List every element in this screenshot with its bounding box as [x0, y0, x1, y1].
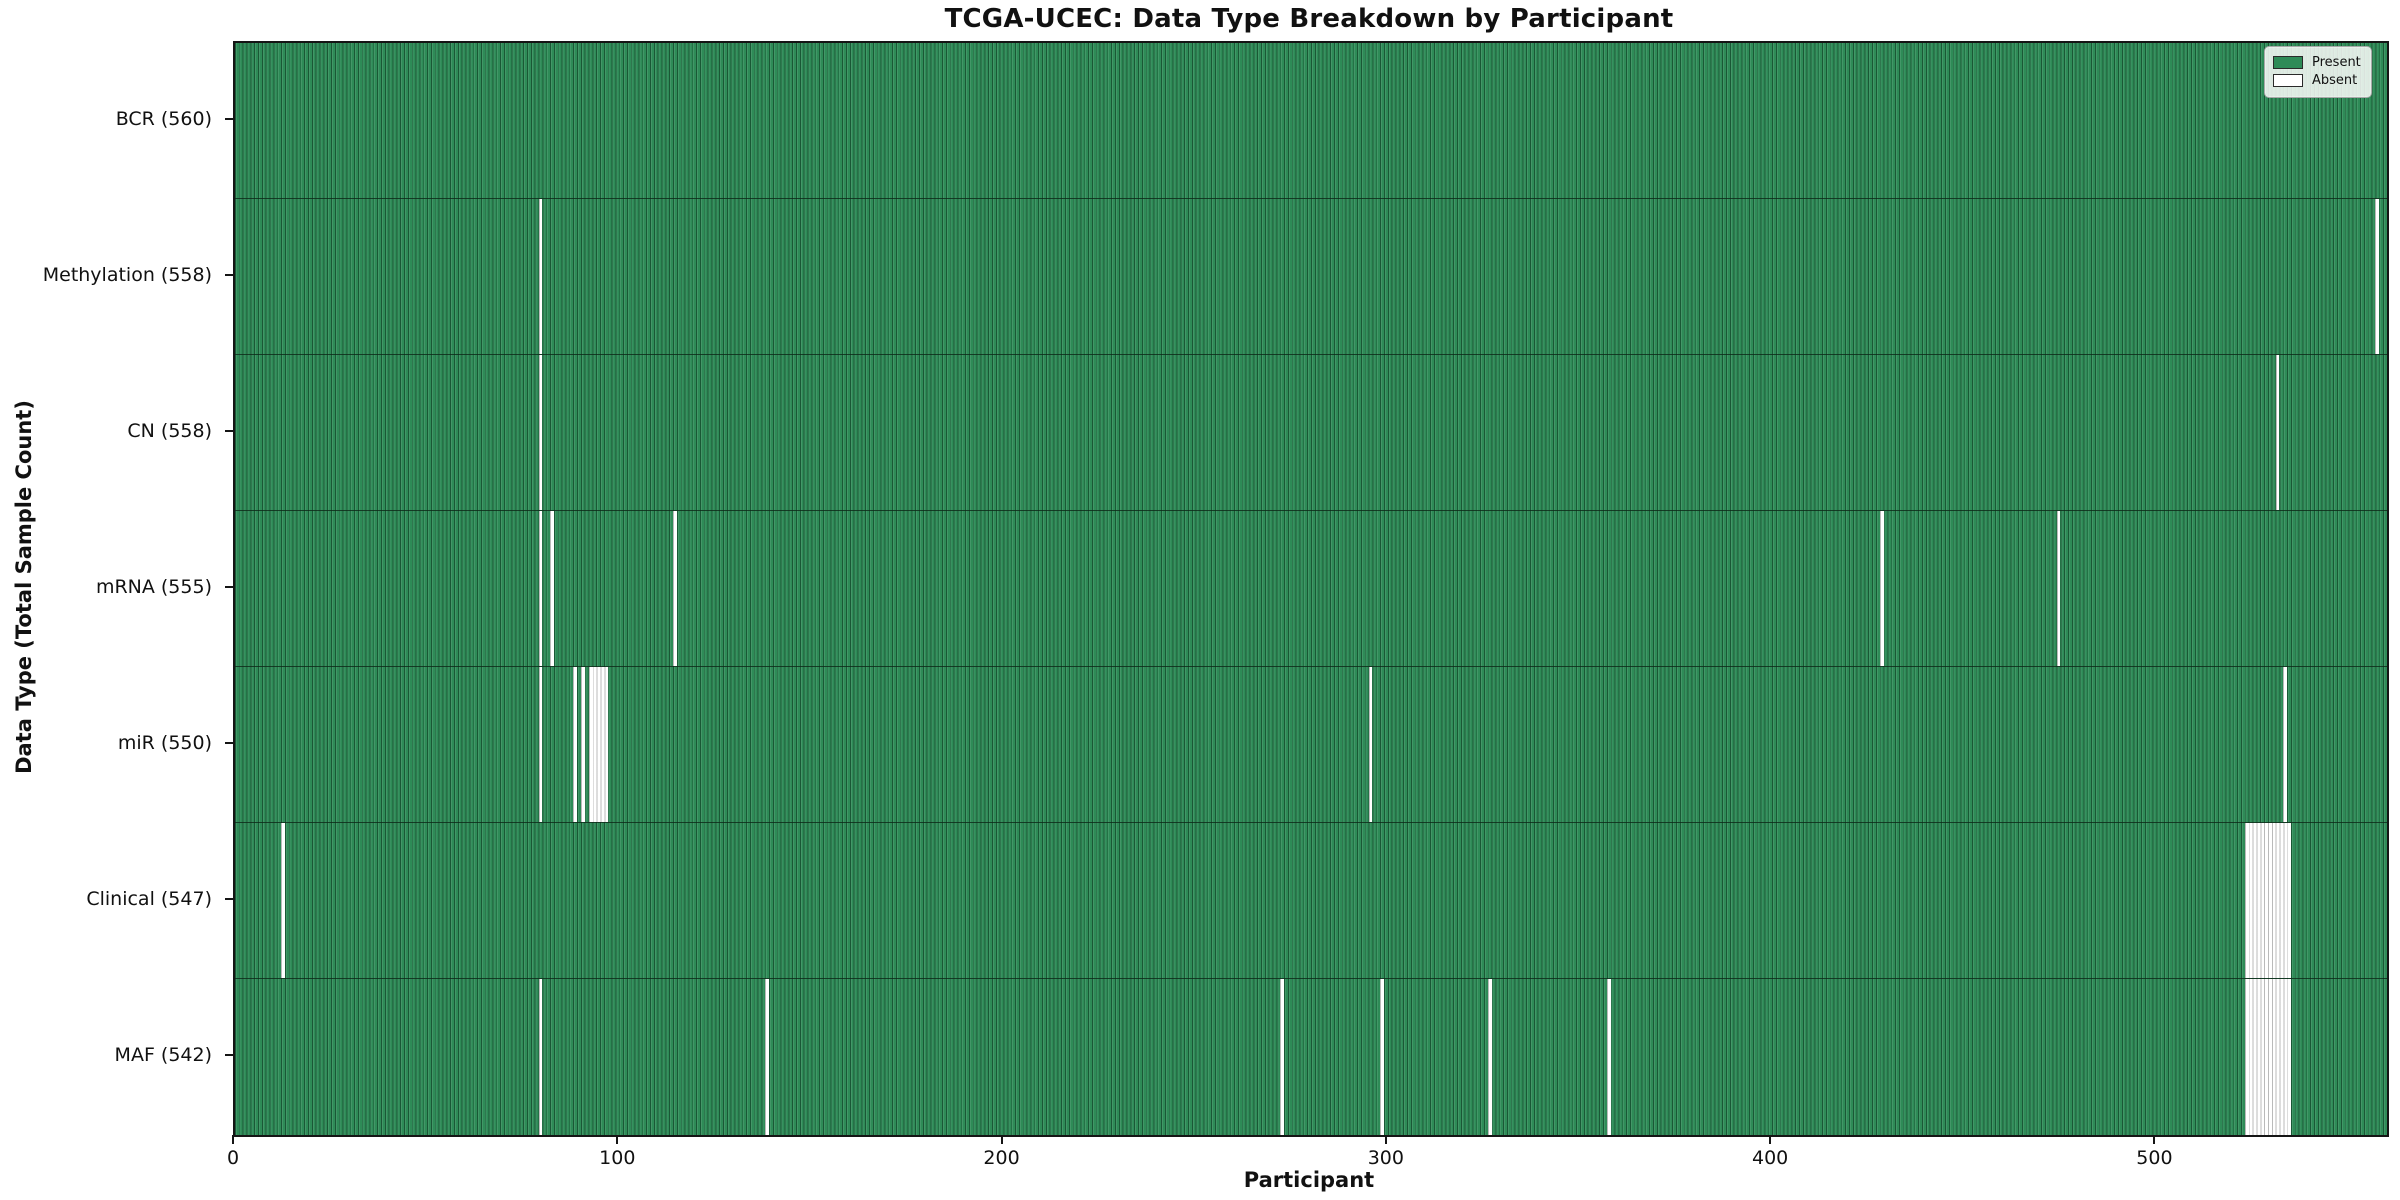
chart-row-miR [235, 667, 2387, 823]
x-tick-label: 200 [983, 1147, 1020, 1169]
y-tick-mark [225, 742, 233, 744]
x-axis-label: Participant [1243, 1168, 1375, 1192]
absent-gap [550, 511, 554, 666]
absent-gap [281, 823, 285, 978]
y-tick-label: mRNA (555) [95, 576, 212, 598]
chart-row-CN [235, 355, 2387, 511]
chart-row-mRNA [235, 511, 2387, 667]
absent-gap [1879, 511, 1884, 666]
legend-entry-absent: Absent [2273, 73, 2361, 88]
chart-row-BCR [235, 43, 2387, 199]
x-tick-label: 100 [599, 1147, 636, 1169]
x-tick-label: 500 [2136, 1147, 2173, 1169]
y-tick-mark [225, 430, 233, 432]
x-tick-mark [2153, 1135, 2156, 1144]
y-tick-label: miR (550) [117, 732, 212, 754]
absent-gap [2375, 199, 2380, 354]
y-tick-mark [225, 1054, 233, 1056]
y-tick-mark [225, 118, 233, 120]
absent-gap [538, 199, 543, 354]
y-axis-tick-marks [225, 41, 233, 1133]
y-axis-tick-labels: BCR (560) Methylation (558) CN (558) mRNA (… [0, 41, 222, 1133]
absent-gap [538, 667, 543, 822]
chart-row-MAF [235, 979, 2387, 1135]
chart-row-Methylation [235, 199, 2387, 355]
legend-label-absent: Absent [2312, 73, 2358, 88]
y-tick-label: BCR (560) [115, 108, 212, 130]
absent-gap [2244, 823, 2291, 978]
absent-gap [573, 667, 577, 822]
absent-gap [2283, 667, 2288, 822]
absent-gap [1487, 979, 1492, 1135]
absent-gap [2244, 979, 2291, 1135]
x-axis-tick-area: 0 100 200 300 400 500 [227, 1135, 2385, 1175]
present-swatch-icon [2273, 56, 2303, 69]
absent-gap [1280, 979, 1285, 1135]
absent-gap [1380, 979, 1384, 1135]
y-tick-label: Methylation (558) [42, 264, 212, 286]
chart-row-Clinical [235, 823, 2387, 979]
plot-area [233, 41, 2389, 1137]
absent-gap [1368, 667, 1373, 822]
absent-gap [538, 979, 543, 1135]
x-tick-mark [1769, 1135, 1772, 1144]
absent-gap [765, 979, 770, 1135]
x-tick-mark [1384, 1135, 1387, 1144]
legend: Present Absent [2264, 46, 2372, 98]
x-tick-label: 0 [226, 1147, 240, 1169]
x-tick-mark [616, 1135, 619, 1144]
legend-label-present: Present [2312, 55, 2361, 70]
chart-title: TCGA-UCEC: Data Type Breakdown by Partic… [944, 4, 1674, 34]
y-tick-mark [225, 586, 233, 588]
absent-gap [538, 355, 543, 510]
legend-entry-present: Present [2273, 55, 2361, 70]
absent-gap [673, 511, 677, 666]
x-tick-label: 300 [1367, 1147, 1404, 1169]
absent-gap [588, 667, 608, 822]
absent-gap [580, 667, 585, 822]
absent-gap [1606, 979, 1611, 1135]
y-tick-label: Clinical (547) [86, 888, 212, 910]
x-tick-mark [1000, 1135, 1003, 1144]
absent-gap [2056, 511, 2061, 666]
y-tick-label: CN (558) [127, 420, 212, 442]
absent-gap [538, 511, 543, 666]
absent-swatch-icon [2273, 74, 2303, 87]
y-tick-label: MAF (542) [114, 1044, 212, 1066]
absent-gap [2275, 355, 2280, 510]
y-tick-mark [225, 898, 233, 900]
x-tick-label: 400 [1752, 1147, 1789, 1169]
y-tick-mark [225, 274, 233, 276]
x-tick-mark [232, 1135, 234, 1144]
